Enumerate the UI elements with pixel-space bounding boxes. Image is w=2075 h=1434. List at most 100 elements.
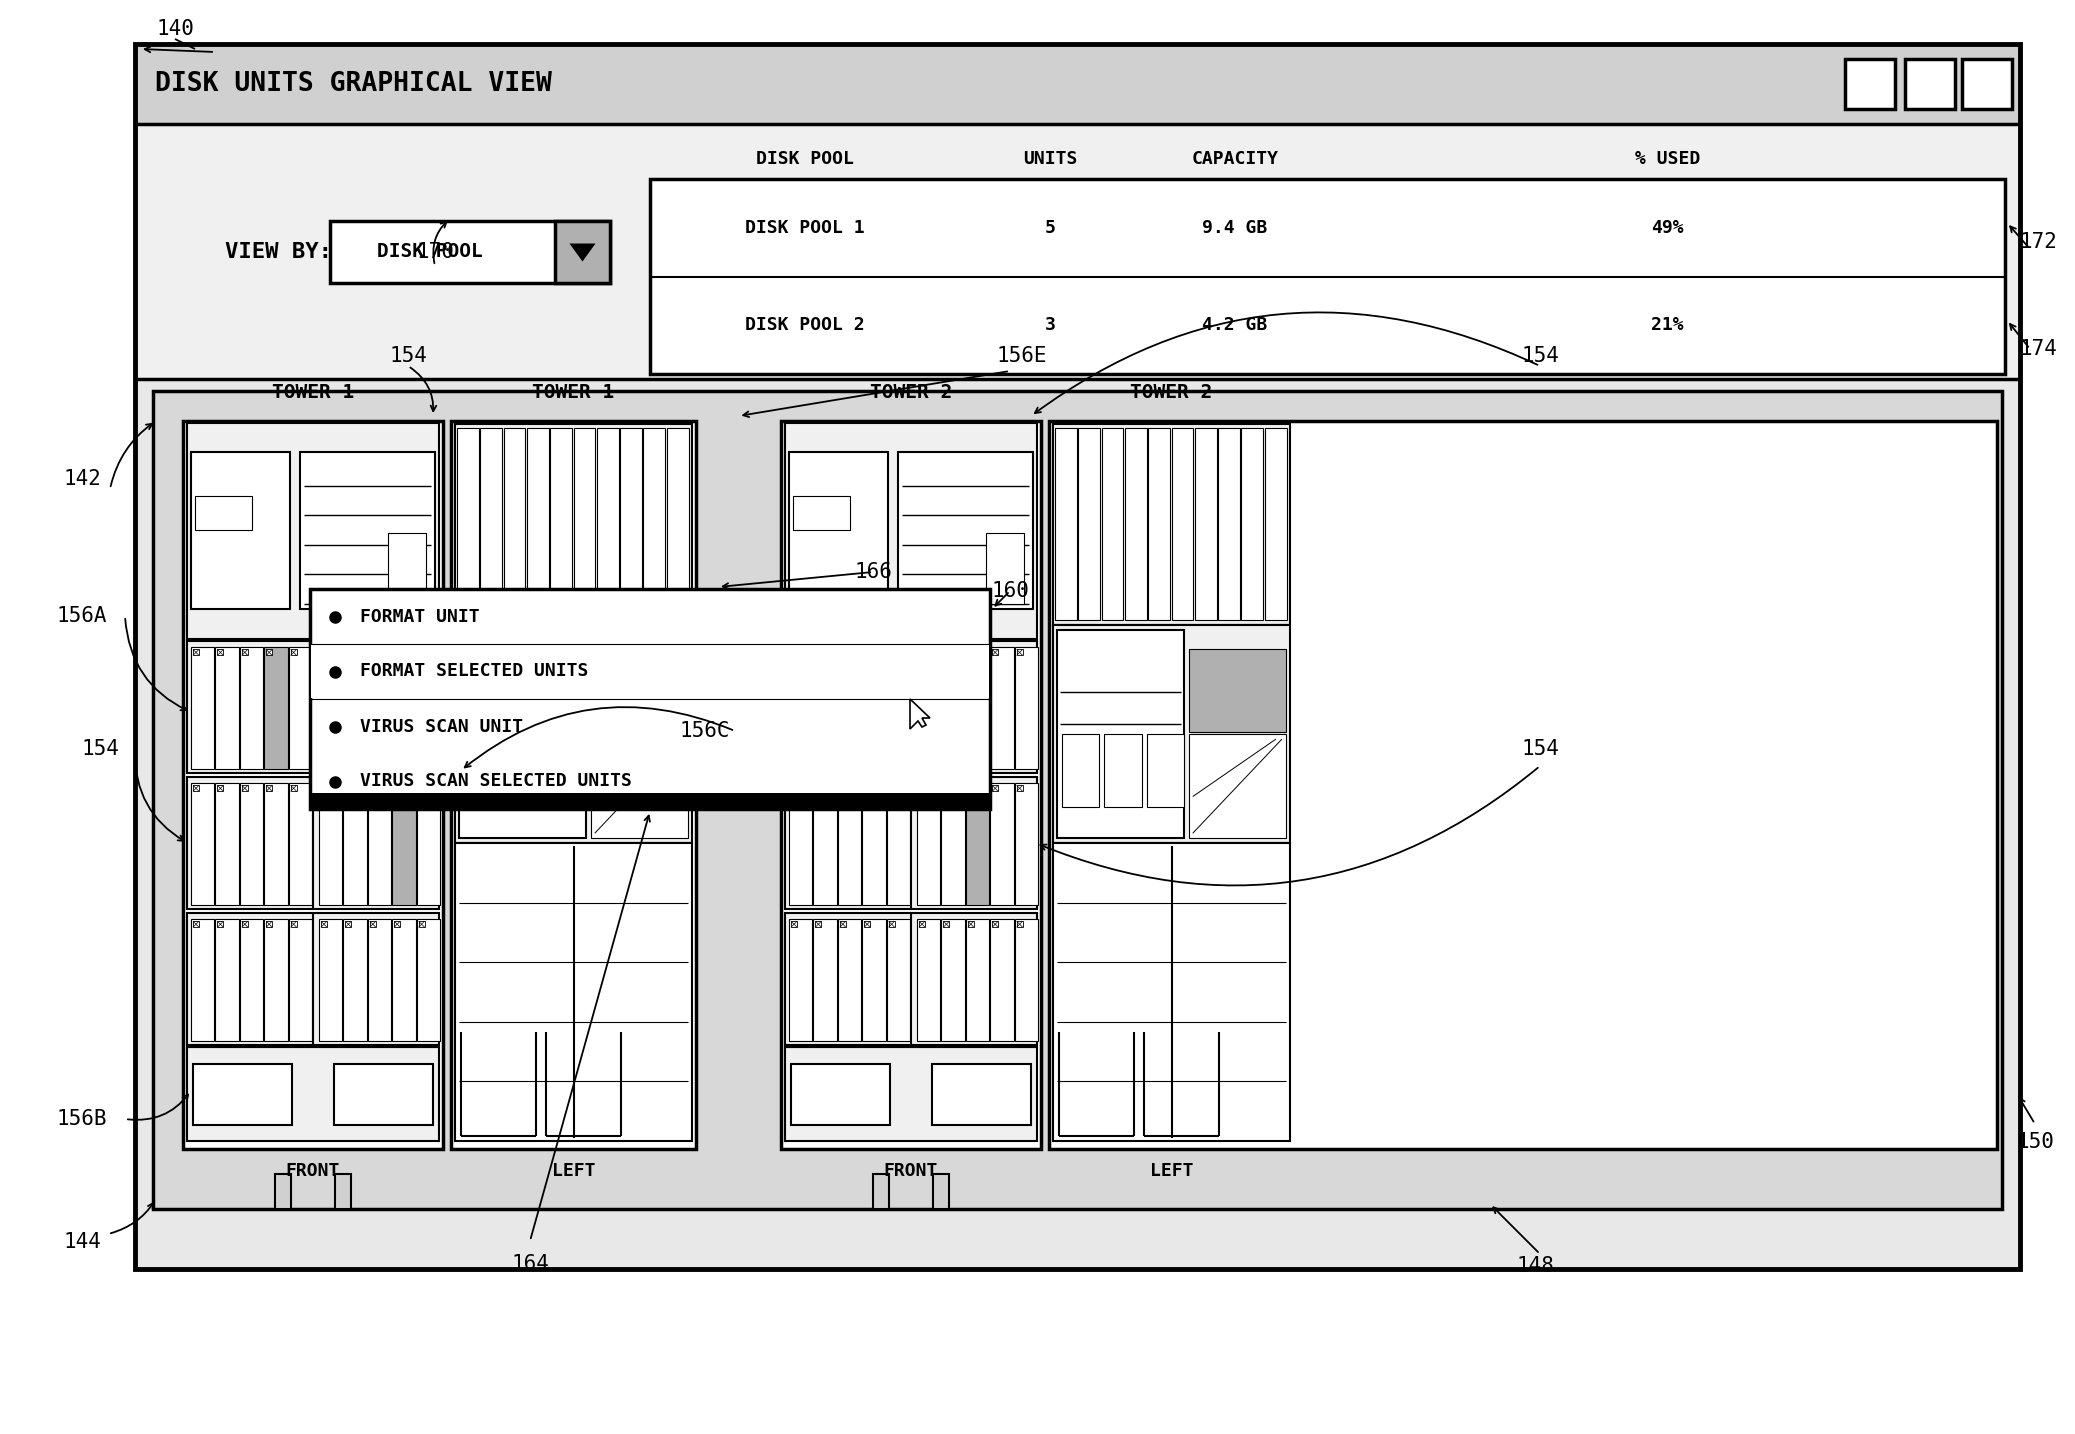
Bar <box>838 783 861 905</box>
Bar <box>264 783 288 905</box>
Bar <box>919 650 925 655</box>
Bar <box>888 650 894 655</box>
Text: LEFT: LEFT <box>1150 1162 1193 1180</box>
Bar <box>243 786 247 792</box>
Bar <box>942 919 965 1041</box>
Bar <box>932 1064 1031 1124</box>
Bar <box>193 1064 293 1124</box>
Bar <box>784 913 1038 1045</box>
Bar <box>218 786 224 792</box>
Text: TOWER 1: TOWER 1 <box>533 383 614 403</box>
Bar <box>191 647 214 769</box>
Bar <box>191 919 214 1041</box>
Text: TOWER 1: TOWER 1 <box>272 383 355 403</box>
Text: 172: 172 <box>2019 232 2056 252</box>
Bar <box>917 919 940 1041</box>
Bar <box>1264 427 1286 619</box>
Bar <box>187 641 440 773</box>
Text: 150: 150 <box>2017 1131 2054 1152</box>
Bar <box>791 786 797 792</box>
Bar <box>784 1047 1038 1141</box>
Bar <box>454 625 691 843</box>
Text: 21%: 21% <box>1652 317 1683 334</box>
Bar <box>417 919 440 1041</box>
Bar <box>838 919 861 1041</box>
Bar <box>815 786 822 792</box>
Bar <box>1052 424 1291 625</box>
Text: 9.4 GB: 9.4 GB <box>1201 219 1268 237</box>
Bar <box>863 786 869 792</box>
Bar <box>793 496 851 531</box>
Bar <box>187 777 440 909</box>
Bar <box>1052 843 1291 1141</box>
Text: DISK POOL 2: DISK POOL 2 <box>745 317 865 334</box>
Bar <box>1050 422 1996 1149</box>
Bar <box>218 921 224 928</box>
Bar <box>548 734 585 807</box>
Bar <box>264 919 288 1041</box>
Bar <box>992 650 998 655</box>
Bar <box>992 921 998 928</box>
Bar <box>815 650 822 655</box>
Text: CAPACITY: CAPACITY <box>1191 151 1278 168</box>
Bar <box>369 921 376 928</box>
Bar <box>135 44 2019 123</box>
Bar <box>1195 427 1216 619</box>
Bar <box>1015 919 1038 1041</box>
Polygon shape <box>569 244 596 261</box>
Bar <box>886 919 911 1041</box>
Bar <box>863 650 869 655</box>
Text: FRONT: FRONT <box>884 1162 938 1180</box>
Bar <box>191 783 214 905</box>
Bar <box>311 645 990 698</box>
Bar <box>266 921 272 928</box>
Bar <box>550 427 573 619</box>
Bar <box>392 647 415 769</box>
Text: 5: 5 <box>1044 219 1056 237</box>
Bar <box>1056 630 1183 839</box>
Bar <box>392 783 415 905</box>
Bar <box>320 919 342 1041</box>
Bar <box>195 496 253 531</box>
Bar <box>135 379 2019 1269</box>
Bar <box>388 533 425 604</box>
Bar <box>1079 427 1100 619</box>
Bar <box>320 647 342 769</box>
Text: 49%: 49% <box>1652 219 1683 237</box>
Bar <box>454 843 691 1141</box>
Bar <box>216 647 239 769</box>
Bar <box>944 786 950 792</box>
Bar <box>187 423 440 640</box>
Bar <box>598 427 618 619</box>
Bar <box>863 783 886 905</box>
Text: 140: 140 <box>156 19 193 39</box>
Bar <box>330 221 610 282</box>
Bar <box>454 424 691 625</box>
Bar <box>992 786 998 792</box>
Bar <box>322 786 328 792</box>
Bar <box>1017 650 1023 655</box>
Bar <box>392 919 415 1041</box>
Bar <box>874 1174 888 1209</box>
Bar <box>334 1174 351 1209</box>
Text: 148: 148 <box>1517 1256 1554 1276</box>
Bar <box>288 647 311 769</box>
Bar <box>888 786 894 792</box>
Bar <box>264 647 288 769</box>
Bar <box>1015 647 1038 769</box>
Text: 154: 154 <box>1521 346 1558 366</box>
Text: VIRUS SCAN SELECTED UNITS: VIRUS SCAN SELECTED UNITS <box>359 773 633 790</box>
Bar <box>1052 625 1291 843</box>
Bar <box>1102 427 1123 619</box>
Bar <box>620 427 641 619</box>
Bar <box>193 650 199 655</box>
Bar <box>888 921 894 928</box>
Bar <box>784 641 1038 773</box>
Bar <box>1241 427 1264 619</box>
Bar <box>465 734 502 807</box>
Bar <box>965 647 990 769</box>
Bar <box>591 648 689 731</box>
Bar <box>813 647 836 769</box>
Bar <box>643 427 666 619</box>
Bar <box>394 650 400 655</box>
